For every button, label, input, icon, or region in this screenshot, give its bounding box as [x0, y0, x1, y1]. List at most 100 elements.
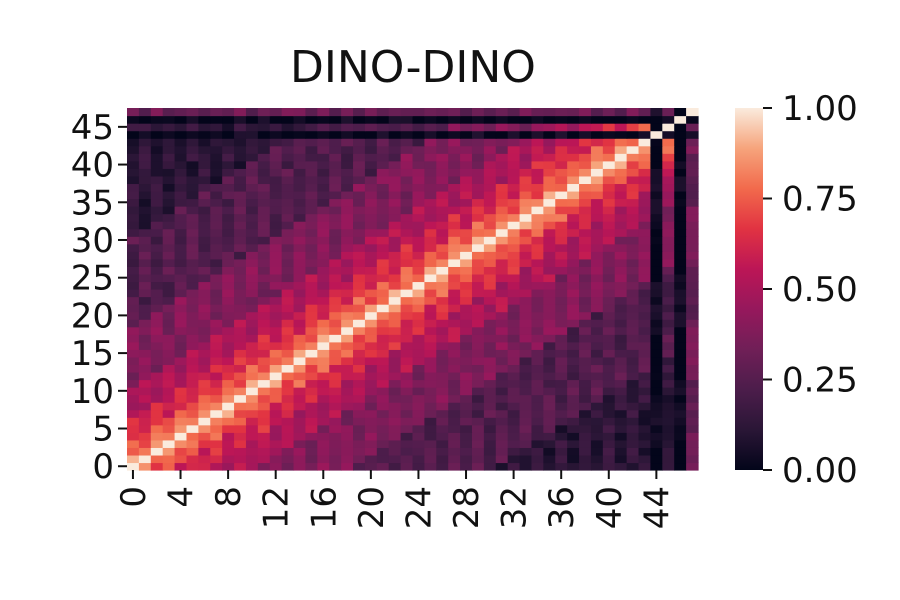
heatmap-cell [674, 341, 687, 350]
heatmap-cell [305, 145, 318, 154]
heatmap-cell [150, 424, 164, 433]
heatmap-cell [305, 424, 318, 433]
heatmap-cell [590, 228, 604, 237]
heatmap-cell [424, 115, 437, 124]
heatmap-cell [317, 454, 330, 464]
heatmap-cell [662, 462, 675, 471]
heatmap-cell [436, 402, 449, 411]
heatmap-cell [174, 356, 188, 366]
heatmap-cell [483, 289, 497, 298]
heatmap-cell [638, 409, 652, 418]
heatmap-cell [210, 296, 223, 305]
heatmap-cell [317, 364, 330, 373]
heatmap-cell [531, 454, 544, 464]
heatmap-cell [614, 175, 628, 185]
heatmap-cell [531, 190, 544, 200]
heatmap-cell [162, 326, 176, 335]
heatmap-cell [174, 334, 188, 343]
heatmap-cell [543, 387, 556, 396]
heatmap-cell [436, 371, 449, 381]
heatmap-cell [448, 198, 461, 207]
heatmap-cell [245, 371, 259, 381]
heatmap-cell [471, 190, 485, 200]
heatmap-cell [234, 387, 247, 396]
heatmap-cell [269, 206, 283, 215]
heatmap-cell [543, 190, 556, 200]
heatmap-cell [662, 432, 675, 441]
x-tick-label: 0 [114, 486, 154, 508]
heatmap-cell [662, 190, 675, 200]
heatmap-cell [555, 130, 568, 139]
heatmap-cell [376, 175, 390, 185]
heatmap-cell [495, 130, 509, 139]
heatmap-cell [364, 168, 378, 177]
heatmap-cell [614, 221, 628, 230]
heatmap-cell [245, 281, 259, 290]
heatmap-cell [436, 123, 449, 132]
heatmap-cell [400, 432, 414, 441]
heatmap-cell [519, 409, 533, 418]
heatmap-cell [531, 387, 544, 396]
heatmap-cell [436, 273, 449, 283]
heatmap-cell [483, 454, 497, 464]
heatmap-cell [329, 130, 342, 139]
heatmap-cell [424, 447, 437, 456]
heatmap-cell [471, 447, 485, 456]
heatmap-cell [519, 115, 533, 124]
heatmap-cell [436, 334, 449, 343]
heatmap-cell [483, 168, 497, 177]
heatmap-cell [210, 364, 223, 373]
heatmap-cell [674, 258, 687, 267]
heatmap-cell [495, 319, 509, 328]
heatmap-cell [483, 402, 497, 411]
heatmap-cell [674, 364, 687, 373]
heatmap-cell [222, 130, 235, 139]
heatmap-cell [174, 273, 188, 283]
heatmap-cell [281, 409, 295, 418]
heatmap-cell [341, 130, 354, 139]
heatmap-cell [448, 387, 461, 396]
heatmap-cell [674, 424, 687, 433]
heatmap-cell [436, 243, 449, 252]
heatmap-cell [174, 454, 188, 464]
heatmap-cell [495, 221, 509, 230]
heatmap-cell [281, 190, 295, 200]
heatmap-cell [293, 334, 307, 343]
heatmap-cell [602, 334, 616, 343]
heatmap-cell [495, 326, 509, 335]
heatmap-cell [638, 424, 652, 433]
heatmap-cell [210, 206, 223, 215]
heatmap-cell [602, 326, 616, 335]
heatmap-cell [579, 206, 592, 215]
heatmap-cell [567, 334, 580, 343]
heatmap-cell [257, 387, 271, 396]
heatmap-cell [317, 251, 330, 260]
heatmap-cell [400, 439, 414, 448]
heatmap-cell [269, 454, 283, 464]
heatmap-cell [626, 168, 640, 177]
heatmap-cell [686, 153, 699, 162]
heatmap-cell [686, 221, 699, 230]
heatmap-cell [329, 251, 342, 260]
heatmap-cell [674, 190, 687, 200]
heatmap-cell [412, 251, 425, 260]
heatmap-cell [531, 115, 544, 124]
heatmap-cell [686, 364, 699, 373]
heatmap-cell [567, 281, 580, 290]
heatmap-cell [257, 402, 271, 411]
heatmap-cell [674, 251, 687, 260]
heatmap-cell [483, 409, 497, 418]
heatmap-cell [579, 138, 592, 147]
heatmap-cell [376, 160, 390, 169]
heatmap-cell [293, 228, 307, 237]
heatmap-cell [507, 190, 521, 200]
heatmap-cell [424, 221, 437, 230]
heatmap-cell [317, 175, 330, 185]
heatmap-cell [364, 379, 378, 388]
heatmap-cell [317, 387, 330, 396]
heatmap-cell [210, 153, 223, 162]
heatmap-cell [460, 454, 473, 464]
heatmap-cell [448, 123, 461, 132]
heatmap-cell [317, 304, 330, 313]
heatmap-cell [174, 439, 188, 448]
